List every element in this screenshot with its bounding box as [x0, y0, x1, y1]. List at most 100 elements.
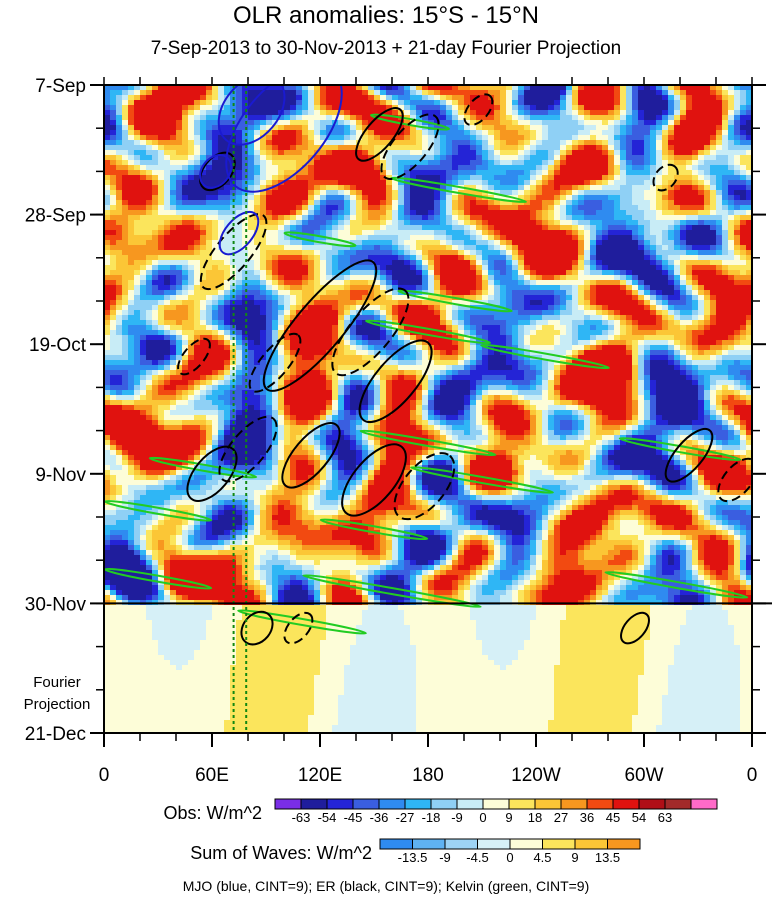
obs-colorbar-swatch: [664, 798, 692, 810]
obs-colorbar-swatch: [508, 798, 536, 810]
heatmap-field: [104, 85, 752, 733]
mjo-contour: [199, 154, 233, 189]
waves-colorbar-tick: 0: [506, 850, 513, 865]
y-tick-label: 9-Nov: [35, 465, 86, 486]
obs-colorbar-swatch: [352, 798, 380, 810]
x-tick-label: 120E: [298, 765, 342, 786]
waves-colorbar-tick: 13.5: [595, 850, 620, 865]
er-contour: [341, 443, 407, 517]
x-tick-label: 120W: [511, 765, 561, 786]
obs-colorbar-swatch: [378, 798, 406, 810]
waves-colorbar-swatch: [477, 838, 511, 850]
kelvin-contour: [319, 518, 429, 541]
x-tick-label: 180: [412, 765, 444, 786]
y-tick-label: 19-Oct: [29, 335, 87, 356]
waves-colorbar-swatch: [379, 838, 413, 850]
er-contour: [463, 93, 494, 126]
er-contour: [262, 259, 378, 392]
er-contour: [199, 151, 236, 192]
obs-colorbar-swatch: [456, 798, 484, 810]
obs-colorbar-tick: -18: [422, 810, 441, 825]
obs-colorbar-tick: 54: [632, 810, 646, 825]
obs-colorbar: Obs: W/m^2 -63 -54 -45 -36 -27 -18 -9 0 9 18 27 36 45…: [164, 798, 718, 825]
contour-legend-note: MJO (blue, CINT=9); ER (black, CINT=9); …: [182, 878, 590, 894]
kelvin-contour: [302, 574, 482, 608]
x-tick-label: 0: [747, 765, 758, 786]
obs-colorbar-tick: 45: [606, 810, 620, 825]
kelvin-contour: [410, 466, 554, 494]
er-contour: [248, 332, 302, 393]
obs-colorbar-tick: 18: [528, 810, 542, 825]
er-contour: [652, 163, 679, 192]
mjo-contour: [218, 210, 260, 256]
projection-label: Fourier: [33, 674, 81, 691]
kelvin-contour: [148, 456, 258, 479]
kelvin-contour: [369, 113, 451, 131]
er-contour: [283, 611, 314, 645]
kelvin-contour: [604, 571, 749, 599]
er-contour: [620, 611, 650, 645]
obs-colorbar-tick: 27: [554, 810, 568, 825]
obs-colorbar-label: Obs: W/m^2: [164, 803, 262, 823]
er-contour: [218, 415, 278, 483]
kelvin-contour: [283, 231, 357, 248]
waves-colorbar-swatch: [509, 838, 543, 850]
obs-colorbar-swatch: [690, 798, 718, 810]
waves-colorbar-swatch: [607, 838, 641, 850]
waves-colorbar-tick: -13.5: [398, 850, 428, 865]
er-contour: [281, 422, 341, 489]
obs-colorbar-swatch: [274, 798, 302, 810]
er-contour: [380, 113, 440, 180]
y-tick-label: 21-Dec: [25, 724, 86, 745]
obs-colorbar-swatch: [612, 798, 640, 810]
obs-colorbar-tick: -27: [396, 810, 415, 825]
chart-subtitle: 7-Sep-2013 to 30-Nov-2013 + 21-day Fouri…: [150, 38, 622, 59]
er-contour: [358, 339, 433, 423]
mjo-contour: [225, 85, 343, 193]
obs-colorbar-swatch: [404, 798, 432, 810]
kelvin-contour: [397, 289, 513, 313]
obs-colorbar-tick: -9: [451, 810, 463, 825]
obs-colorbar-tick: -63: [292, 810, 311, 825]
x-tick-label: 60E: [195, 765, 229, 786]
chart-title: OLR anomalies: 15°S - 15°N: [233, 2, 539, 29]
obs-colorbar-tick: 0: [479, 810, 486, 825]
waves-colorbar-tick: 4.5: [533, 850, 551, 865]
obs-colorbar-swatch: [560, 798, 588, 810]
y-tick-label: 7-Sep: [35, 76, 86, 97]
waves-colorbar: Sum of Waves: W/m^2 -13.5 -9 -4.5 0 4.5 9 13.5: [190, 838, 641, 865]
er-contour: [186, 445, 238, 502]
obs-colorbar-tick: 9: [505, 810, 512, 825]
kelvin-contour: [364, 319, 492, 345]
waves-colorbar-tick: -4.5: [466, 850, 488, 865]
projection-label: Projection: [24, 696, 91, 713]
y-tick-label: 30-Nov: [25, 594, 87, 615]
er-contour: [331, 287, 410, 377]
obs-colorbar-swatch: [430, 798, 458, 810]
kelvin-contour: [237, 609, 367, 635]
er-contour: [355, 107, 404, 162]
waves-colorbar-label: Sum of Waves: W/m^2: [190, 843, 372, 863]
obs-colorbar-tick: -45: [344, 810, 363, 825]
er-contour: [177, 337, 211, 376]
er-contour: [393, 452, 456, 521]
waves-colorbar-swatch: [444, 838, 478, 850]
kelvin-contour: [359, 429, 497, 457]
er-contour: [664, 427, 714, 483]
x-tick-label: 60W: [624, 765, 663, 786]
waves-colorbar-swatch: [574, 838, 608, 850]
x-tick-label: 0: [99, 765, 110, 786]
waves-colorbar-tick: -9: [439, 850, 451, 865]
obs-colorbar-swatch: [300, 798, 328, 810]
waves-colorbar-tick: 9: [571, 850, 578, 865]
obs-colorbar-tick: -36: [370, 810, 389, 825]
obs-colorbar-swatch: [586, 798, 614, 810]
er-contour: [717, 457, 752, 503]
obs-colorbar-swatch: [534, 798, 562, 810]
kelvin-contour: [480, 343, 610, 370]
obs-colorbar-tick: -54: [318, 810, 337, 825]
obs-colorbar-swatch: [482, 798, 510, 810]
obs-colorbar-swatch: [638, 798, 666, 810]
obs-colorbar-swatch: [326, 798, 354, 810]
